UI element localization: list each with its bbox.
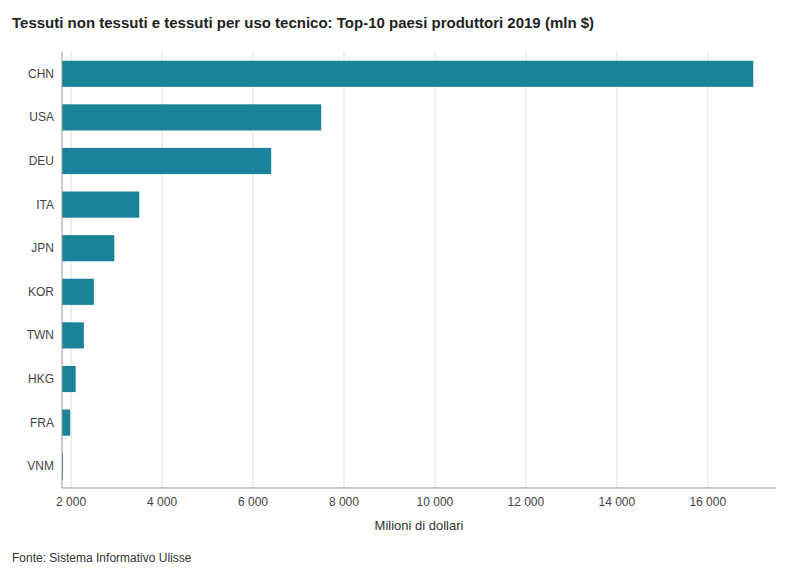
x-tick-label: 14 000 <box>598 495 635 509</box>
x-tick-label: 12 000 <box>508 495 545 509</box>
y-tick-label: USA <box>29 110 54 124</box>
y-tick-label: VNM <box>27 459 54 473</box>
y-tick-label: DEU <box>29 154 54 168</box>
bar <box>62 279 94 305</box>
x-tick-label: 6 000 <box>238 495 268 509</box>
x-axis-label: Milioni di dollari <box>375 518 464 533</box>
bar <box>62 192 139 218</box>
grid-line <box>616 52 617 488</box>
chart-svg: Tessuti non tessuti e tessuti per uso te… <box>0 0 800 574</box>
bar <box>62 366 76 392</box>
grid-line <box>343 52 344 488</box>
x-tick-label: 10 000 <box>417 495 454 509</box>
y-tick-label: CHN <box>28 67 54 81</box>
footnote: Fonte: Sistema Informativo Ulisse <box>12 551 192 565</box>
bar <box>62 322 84 348</box>
bar <box>62 410 70 436</box>
grid-line <box>434 52 435 488</box>
x-tick-label: 8 000 <box>329 495 359 509</box>
y-axis-line <box>62 52 63 488</box>
bars <box>62 61 753 480</box>
grid-line <box>707 52 708 488</box>
chart-container: Tessuti non tessuti e tessuti per uso te… <box>0 0 800 574</box>
x-tick-label: 16 000 <box>689 495 726 509</box>
y-tick-label: JPN <box>31 241 54 255</box>
y-tick-label: TWN <box>27 328 54 342</box>
y-tick-label: FRA <box>30 416 54 430</box>
title: Tessuti non tessuti e tessuti per uso te… <box>12 14 594 31</box>
bar <box>62 235 114 261</box>
bar <box>62 61 753 87</box>
bar <box>62 148 271 174</box>
x-tick-label: 2 000 <box>56 495 86 509</box>
x-tick-label: 4 000 <box>147 495 177 509</box>
y-tick-label: HKG <box>28 372 54 386</box>
x-axis-line <box>62 488 776 489</box>
y-tick-label: ITA <box>36 198 54 212</box>
bar <box>62 104 321 130</box>
y-tick-label: KOR <box>28 285 54 299</box>
grid-line <box>525 52 526 488</box>
